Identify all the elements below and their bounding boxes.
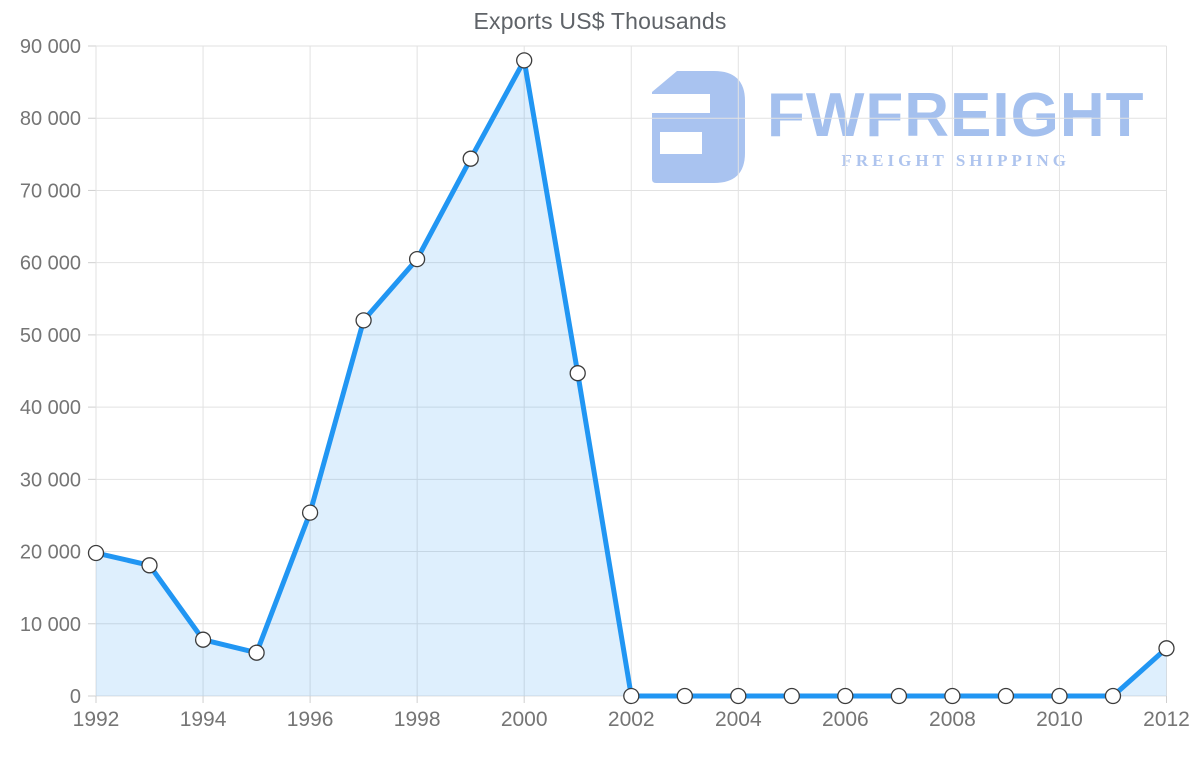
x-tick-label: 1992 xyxy=(73,708,120,731)
data-point-marker xyxy=(569,365,586,382)
x-tick-label: 1996 xyxy=(287,708,334,731)
data-point-marker xyxy=(408,250,426,268)
data-point-marker xyxy=(1051,687,1068,705)
data-point-marker xyxy=(194,631,212,648)
data-point-marker xyxy=(676,687,693,705)
data-point-marker xyxy=(623,687,640,705)
y-tick-label: 90 000 xyxy=(20,36,81,58)
y-tick-label: 80 000 xyxy=(20,108,81,130)
y-tick-label: 0 xyxy=(70,686,81,708)
y-tick-label: 60 000 xyxy=(20,253,81,275)
data-point-marker xyxy=(783,687,800,705)
y-tick-label: 20 000 xyxy=(20,542,81,564)
fwfreight-logo-icon xyxy=(650,71,745,183)
data-point-marker xyxy=(355,312,372,329)
y-tick-label: 70 000 xyxy=(20,180,81,202)
y-tick-label: 30 000 xyxy=(20,469,81,491)
data-point-marker xyxy=(997,687,1015,705)
x-tick-label: 2000 xyxy=(501,708,548,731)
y-tick-label: 10 000 xyxy=(20,614,81,636)
data-point-marker xyxy=(301,504,319,521)
data-point-marker xyxy=(87,544,105,562)
x-tick-label: 2010 xyxy=(1036,708,1083,731)
data-point-marker xyxy=(890,687,908,705)
data-point-marker xyxy=(516,52,533,69)
x-tick-label: 2002 xyxy=(608,708,655,731)
fwfreight-watermark: FWFREIGHT FREIGHT SHIPPING xyxy=(650,71,1145,183)
logo-tagline: FREIGHT SHIPPING xyxy=(841,150,1071,170)
data-point-marker xyxy=(1104,687,1122,705)
data-point-marker xyxy=(944,687,961,705)
x-tick-label: 1998 xyxy=(394,708,441,731)
data-point-marker xyxy=(141,557,158,574)
series-area-fill xyxy=(96,60,1167,696)
x-tick-label: 1994 xyxy=(180,708,227,731)
x-tick-label: 2012 xyxy=(1143,708,1190,731)
logo-text-block: FWFREIGHT FREIGHT SHIPPING xyxy=(767,83,1145,170)
data-point-marker xyxy=(248,644,265,661)
y-tick-label: 50 000 xyxy=(20,325,81,347)
y-tick-label: 40 000 xyxy=(20,397,81,419)
x-tick-label: 2006 xyxy=(822,708,869,731)
logo-wordmark: FWFREIGHT xyxy=(767,81,1145,151)
data-point-marker xyxy=(730,687,747,705)
x-tick-label: 2004 xyxy=(715,708,762,731)
data-point-marker xyxy=(1158,640,1175,657)
chart-title: Exports US$ Thousands xyxy=(473,8,727,34)
data-point-marker xyxy=(462,150,479,167)
x-tick-label: 2008 xyxy=(929,708,976,731)
data-point-marker xyxy=(837,687,854,705)
